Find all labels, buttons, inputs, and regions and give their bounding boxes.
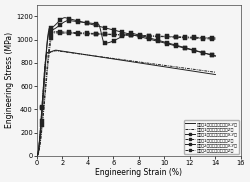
Y-axis label: Engineering Stress (MPa): Engineering Stress (MPa) [5, 32, 14, 128]
Legend: 实施例1垂直于堆积方向（X-Y）, 实施例1平行于堆积方向（Z）, 对比例1垂直于堆积方向（X-Y）, 对比例1平行于堆积方向（Z）, 对比例2垂直于堆积方向（: 实施例1垂直于堆积方向（X-Y）, 实施例1平行于堆积方向（Z）, 对比例1垂直… [184, 120, 239, 154]
X-axis label: Engineering Strain (%): Engineering Strain (%) [96, 168, 182, 177]
